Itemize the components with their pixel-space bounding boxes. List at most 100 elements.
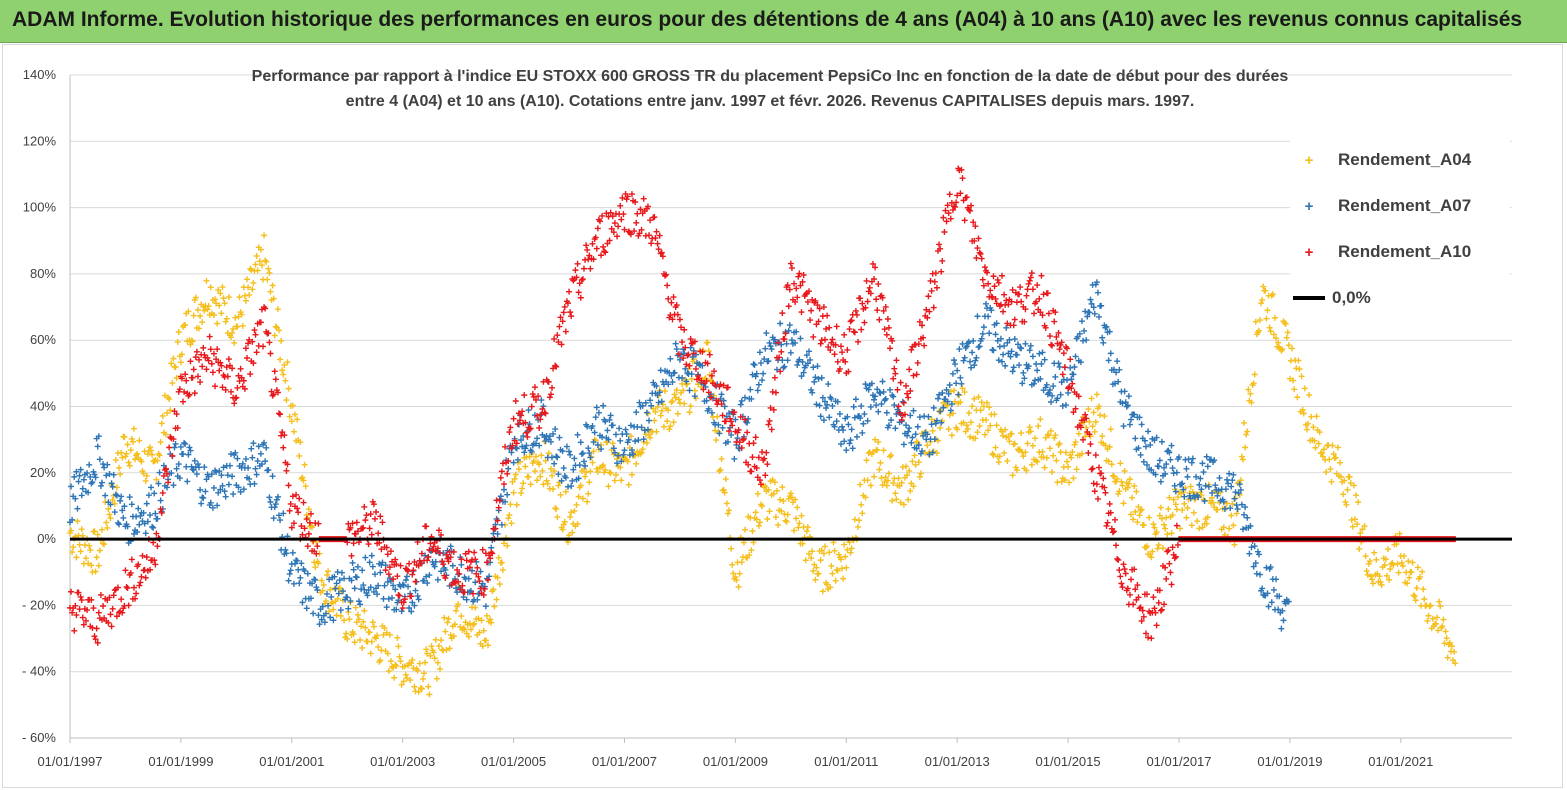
data-point [359,525,366,532]
data-point [718,391,725,398]
data-point [899,398,906,405]
data-point [775,521,782,528]
data-point [347,524,354,531]
data-point [205,473,212,480]
data-point [670,294,677,301]
data-point [1120,423,1127,430]
data-point [1381,562,1388,569]
data-point [222,386,229,393]
data-point [234,384,241,391]
data-point [518,436,525,443]
data-point [1167,569,1174,576]
data-point [460,625,467,632]
data-point [853,311,860,318]
data-point [883,409,890,416]
data-point [461,626,468,633]
data-point [720,397,727,404]
data-point [483,612,490,619]
data-point [897,379,904,386]
data-point [699,362,706,369]
data-point [136,521,143,528]
data-point [888,417,895,424]
data-point [1078,450,1085,457]
data-point [726,410,733,417]
data-point [375,582,382,589]
data-point [290,580,297,587]
data-point [596,218,603,225]
data-point [117,471,124,478]
data-point [567,513,574,520]
data-point [837,343,844,350]
data-point [929,449,936,456]
data-point [1045,432,1052,439]
data-point [628,447,635,454]
data-point [1099,433,1106,440]
data-point [919,322,926,329]
data-point [435,527,442,534]
data-point [837,441,844,448]
data-point [312,576,319,583]
data-point [572,267,579,274]
data-point [707,394,714,401]
data-point [344,635,351,642]
data-point [84,607,91,614]
data-point [873,447,880,454]
data-point [1096,403,1103,410]
data-point [654,240,661,247]
data-point [116,464,123,471]
data-point [1409,559,1416,566]
data-point [726,507,733,514]
data-point [1226,470,1233,477]
data-point [879,294,886,301]
data-point [1051,434,1058,441]
data-point [829,402,836,409]
data-point [314,543,321,550]
data-point [994,276,1001,283]
data-point [952,398,959,405]
data-point [844,546,851,553]
data-point [1001,291,1008,298]
data-point [1118,478,1125,485]
data-point [626,452,633,459]
data-point [913,371,920,378]
data-point [1135,445,1142,452]
data-point [336,577,343,584]
data-point [1029,353,1036,360]
data-point [1253,570,1260,577]
data-point [925,413,932,420]
data-point [627,433,634,440]
data-point [512,444,519,451]
data-point [1160,545,1166,552]
data-point [528,448,535,455]
data-point [1167,456,1174,463]
data-point [1149,548,1156,555]
data-point [1164,531,1171,538]
data-point [160,472,167,479]
data-point [877,459,884,466]
data-point [314,586,321,593]
data-point [196,464,203,471]
data-point [779,310,786,317]
data-point [1046,386,1053,393]
data-point [389,558,396,565]
data-point [519,485,526,492]
data-point [1275,606,1282,613]
data-point [476,578,483,585]
data-point [1382,556,1389,563]
data-point [803,352,810,359]
data-point [787,349,794,356]
data-point [521,449,528,456]
data-point [824,581,831,588]
data-point [449,562,456,569]
data-point [1354,521,1361,528]
data-point [262,305,269,312]
data-point [466,564,473,571]
data-point [914,359,921,366]
data-point [792,298,799,305]
data-point [748,468,755,475]
data-point [230,491,237,498]
data-point [1312,444,1319,451]
data-point [1350,482,1357,489]
data-point [1359,526,1366,533]
data-point [1085,449,1092,456]
